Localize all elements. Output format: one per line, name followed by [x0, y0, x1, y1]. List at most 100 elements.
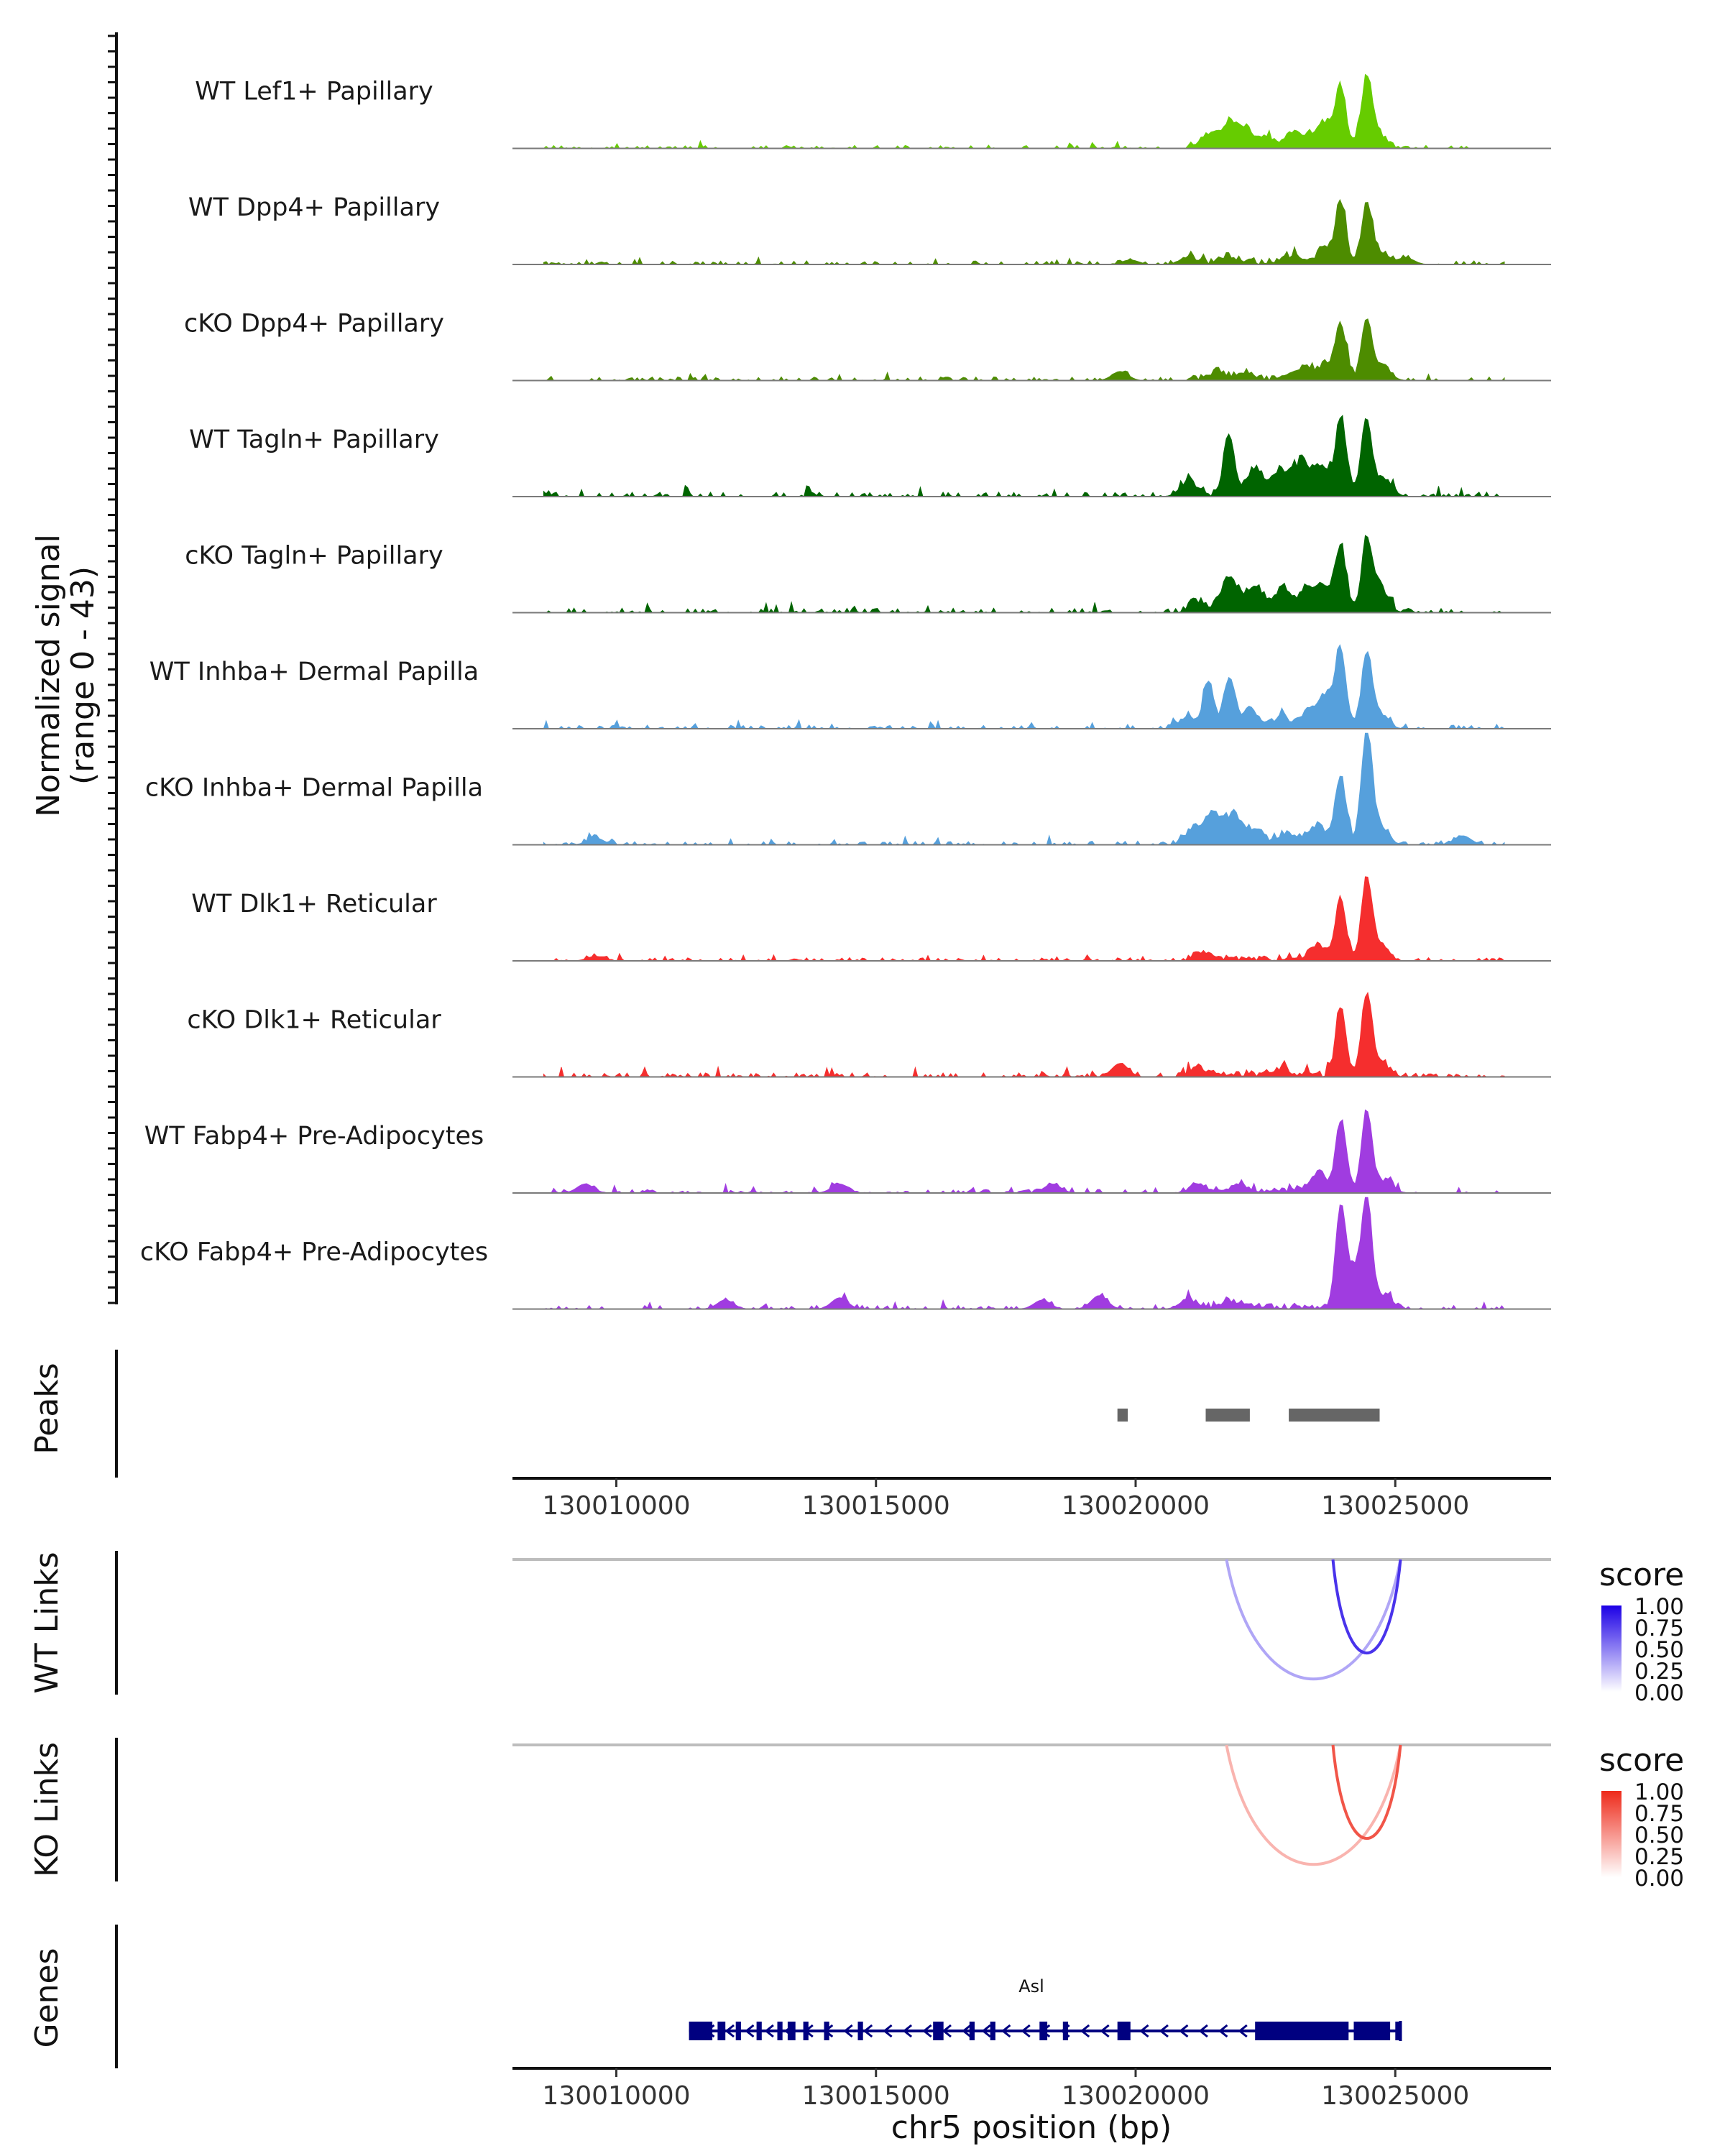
coverage-track: WT Inhba+ Dermal Papilla	[150, 644, 1551, 730]
gene-exon	[689, 2022, 713, 2040]
wt-legend-tick: 0.25	[1634, 1659, 1684, 1685]
strand-arrow	[823, 2024, 834, 2038]
strand-arrow	[1356, 2024, 1366, 2038]
gene-exon	[990, 2022, 995, 2040]
track-label: cKO Inhba+ Dermal Papilla	[145, 774, 483, 803]
coverage-y-ticks	[108, 34, 116, 1304]
x-tick-label: 130010000	[542, 2081, 690, 2111]
strand-arrow	[962, 2024, 972, 2038]
gene-exon	[735, 2022, 741, 2040]
coverage-area	[543, 876, 1506, 962]
gene-exon	[1117, 2022, 1131, 2040]
coverage-track: cKO Dpp4+ Papillary	[184, 310, 1551, 382]
strand-arrow	[724, 2024, 735, 2038]
wt-link-arcs	[1225, 1559, 1402, 1681]
x-axis-ticks-top: 130010000 130015000 130020000 130025000	[542, 1478, 1469, 1521]
gene-exon	[933, 2022, 944, 2040]
coverage-area	[543, 1109, 1504, 1194]
x-tick-label: 130015000	[802, 2081, 950, 2111]
strand-arrow	[922, 2024, 932, 2038]
ko-legend-title: score	[1599, 1742, 1684, 1779]
coverage-area	[543, 644, 1506, 730]
strand-arrow	[1376, 2024, 1386, 2038]
coverage-area	[543, 318, 1505, 382]
strand-arrow	[1060, 2024, 1070, 2038]
strand-arrow	[1000, 2024, 1011, 2038]
strand-arrow	[1336, 2024, 1347, 2038]
gene-model	[689, 2021, 1402, 2041]
coverage-area	[542, 73, 1504, 149]
ko-legend-tick: 0.75	[1634, 1801, 1684, 1827]
coverage-tracks: WT Lef1+ Papillary WT Dpp4+ Papillary cKO …	[140, 73, 1551, 1310]
peak-region	[1289, 1409, 1380, 1422]
track-label: WT Dlk1+ Reticular	[191, 890, 437, 918]
track-label: WT Inhba+ Dermal Papilla	[150, 658, 479, 686]
strand-arrow	[1179, 2024, 1189, 2038]
wt-score-legend: score 1.00 0.75 0.50 0.25 0.00	[1599, 1557, 1684, 1706]
track-label: cKO Tagln+ Papillary	[185, 542, 443, 571]
strand-arrow	[883, 2024, 893, 2038]
strand-arrow	[1277, 2024, 1287, 2038]
strand-arrow	[1297, 2024, 1307, 2038]
strand-arrow	[1080, 2024, 1090, 2038]
track-label: WT Dpp4+ Papillary	[188, 193, 440, 222]
strand-arrow	[1257, 2024, 1268, 2038]
strand-arrow	[1021, 2024, 1031, 2038]
peaks-panel-title: Peaks	[29, 1363, 65, 1454]
strand-arrow	[1218, 2024, 1228, 2038]
gene-exon	[756, 2022, 762, 2040]
strand-arrow	[902, 2024, 913, 2038]
peak-region	[1205, 1409, 1250, 1422]
strand-arrow	[1100, 2024, 1110, 2038]
ko-legend-tick: 0.00	[1634, 1866, 1684, 1892]
link-arc	[1331, 1559, 1402, 1654]
coverage-track: WT Tagln+ Papillary	[189, 415, 1551, 498]
wt-legend-tick: 0.75	[1634, 1616, 1684, 1641]
wt-legend-title: score	[1599, 1557, 1684, 1593]
ko-score-legend: score 1.00 0.75 0.50 0.25 0.00	[1599, 1742, 1684, 1892]
strand-arrow	[1040, 2024, 1051, 2038]
track-label: WT Fabp4+ Pre-Adipocytes	[144, 1122, 484, 1151]
link-arc	[1225, 1744, 1402, 1866]
coverage-track: cKO Fabp4+ Pre-Adipocytes	[140, 1197, 1551, 1310]
x-tick-label: 130010000	[542, 1491, 690, 1521]
gene-exon	[857, 2022, 863, 2040]
strand-arrow	[1238, 2024, 1248, 2038]
x-axis-title: chr5 position (bp)	[891, 2109, 1172, 2146]
coverage-track: WT Lef1+ Papillary	[195, 73, 1551, 149]
strand-arrow	[862, 2024, 873, 2038]
genes-panel-title: Genes	[29, 1948, 65, 2047]
coverage-track: WT Dpp4+ Papillary	[188, 193, 1551, 265]
ko-legend-colorbar	[1601, 1791, 1622, 1877]
strand-arrow	[764, 2024, 774, 2038]
gene-exon	[969, 2022, 975, 2040]
gene-exon	[1062, 2022, 1068, 2040]
strand-arrow	[1317, 2024, 1327, 2038]
coverage-area	[543, 198, 1505, 265]
strand-arrow	[804, 2024, 814, 2038]
track-label: WT Tagln+ Papillary	[189, 425, 439, 454]
track-label: cKO Dpp4+ Papillary	[184, 310, 444, 338]
x-tick-label: 130015000	[802, 1491, 950, 1521]
gene-exon	[787, 2022, 796, 2040]
wt-legend-tick: 0.00	[1634, 1680, 1684, 1706]
x-tick-label: 130025000	[1321, 1491, 1469, 1521]
strand-arrow	[942, 2024, 952, 2038]
coverage-area	[543, 415, 1504, 498]
coverage-track: WT Fabp4+ Pre-Adipocytes	[144, 1109, 1551, 1194]
y-axis-title: Normalized signal	[30, 534, 67, 817]
strand-arrow	[1119, 2024, 1130, 2038]
gene-name-label: Asl	[1018, 1976, 1044, 1996]
coverage-area	[543, 1197, 1506, 1310]
gene-exon	[1395, 2022, 1401, 2040]
coverage-area	[543, 992, 1505, 1078]
strand-arrow	[1139, 2024, 1149, 2038]
coverage-track: cKO Inhba+ Dermal Papilla	[145, 732, 1551, 846]
coverage-area	[543, 535, 1504, 614]
peak-region	[1117, 1409, 1128, 1422]
coverage-track: WT Dlk1+ Reticular	[191, 876, 1551, 962]
track-label: cKO Fabp4+ Pre-Adipocytes	[140, 1238, 488, 1267]
track-label: WT Lef1+ Papillary	[195, 78, 433, 106]
link-arc	[1331, 1744, 1402, 1840]
